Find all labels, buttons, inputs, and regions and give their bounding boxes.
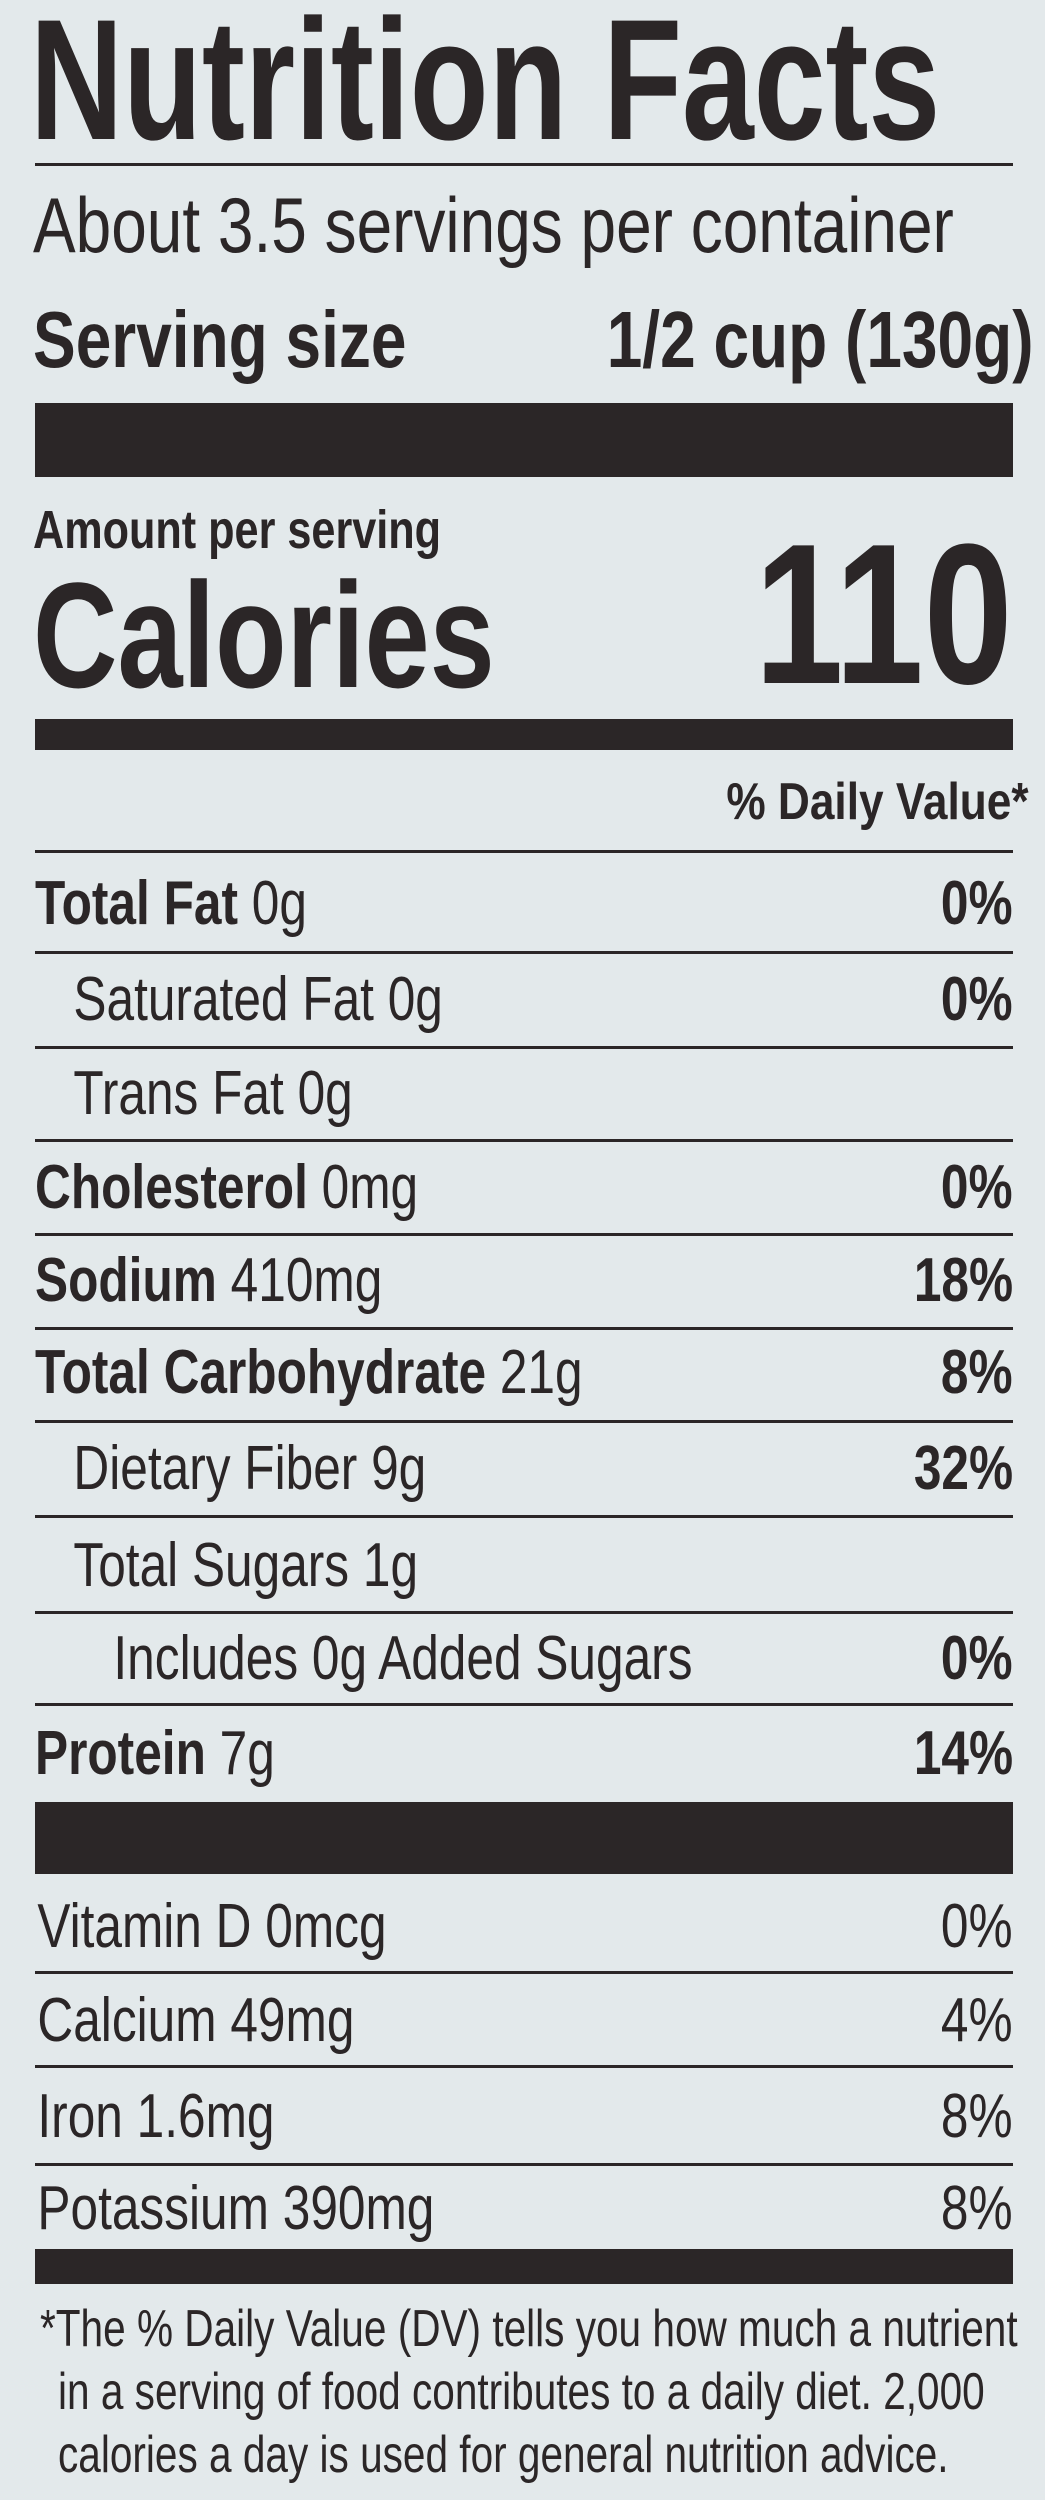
nutrient-daily-value: 0%: [941, 965, 1013, 1034]
nutrient-row: Trans Fat 0g: [35, 1063, 1013, 1125]
nutrient-amount: 0g: [251, 869, 307, 938]
nutrient-label: Total Fat 0g: [35, 873, 307, 935]
nutrient-daily-value: 14%: [913, 1719, 1013, 1788]
serving-size-value: 1/2 cup (130g): [606, 295, 1034, 384]
nutrient-name: Saturated Fat: [73, 965, 374, 1034]
nutrient-daily-value: 0%: [941, 1153, 1013, 1222]
nutrient-amount: 1g: [362, 1531, 419, 1600]
nutrient-amount: 21g: [499, 1338, 583, 1407]
footnote-line: in a serving of food contributes to a da…: [58, 2363, 985, 2421]
row-divider: [35, 1233, 1013, 1236]
nutrient-label: Includes 0g Added Sugars: [35, 1628, 693, 1690]
nutrient-label: Protein 7g: [35, 1723, 275, 1785]
row-divider: [35, 1327, 1013, 1330]
vitamin-row: Vitamin D 0mcg 0%: [35, 1892, 1013, 1961]
vitamin-label: Potassium 390mg: [37, 2174, 435, 2243]
vitamin-row: Calcium 49mg 4%: [35, 1986, 1013, 2055]
nutrient-label: Cholesterol 0mg: [35, 1157, 418, 1219]
nutrient-daily-value: 18%: [913, 1246, 1013, 1315]
row-divider: [35, 1139, 1013, 1142]
vitamin-row: Iron 1.6mg 8%: [35, 2082, 1013, 2151]
nutrient-amount: 9g: [371, 1434, 427, 1503]
vitamin-label: Calcium 49mg: [37, 1986, 355, 2055]
calories-label: Calories: [33, 551, 625, 719]
nutrient-label: Total Sugars 1g: [35, 1535, 418, 1597]
row-divider: [35, 850, 1013, 853]
nutrient-row: Protein 7g 14%: [35, 1719, 1013, 1788]
nutrient-row: Saturated Fat 0g 0%: [35, 965, 1013, 1034]
servings-text: About 3.5 servings per container: [33, 181, 954, 269]
nutrient-name: Dietary Fiber: [73, 1434, 358, 1503]
row-divider: [35, 1046, 1013, 1049]
nutrient-daily-value: 32%: [913, 1434, 1013, 1503]
nutrient-name: Total Carbohydrate: [35, 1338, 487, 1407]
nutrient-label: Sodium 410mg: [35, 1250, 382, 1312]
nutrient-row: Total Carbohydrate 21g 8%: [35, 1338, 1013, 1407]
nutrient-row: Cholesterol 0mg 0%: [35, 1153, 1013, 1222]
footnote-line: calories a day is used for general nutri…: [58, 2426, 949, 2484]
vitamin-label: Vitamin D 0mcg: [37, 1892, 387, 1961]
nutrient-amount: 410mg: [230, 1246, 383, 1315]
calories-label-text: Calories: [33, 551, 495, 719]
nutrient-daily-value: 8%: [941, 1338, 1013, 1407]
title-text: Nutrition Facts: [30, 0, 941, 176]
nutrient-name: Trans Fat: [73, 1059, 284, 1128]
daily-value-header: % Daily Value*: [673, 772, 1029, 832]
thick-bar: [35, 1802, 1013, 1874]
row-divider: [35, 2065, 1013, 2068]
nutrient-name: Sodium: [35, 1246, 217, 1315]
nutrient-row: Dietary Fiber 9g 32%: [35, 1434, 1013, 1503]
nutrient-name: Total Sugars: [73, 1531, 350, 1600]
nutrient-name: Includes 0g Added Sugars: [113, 1624, 693, 1693]
footnote: *The % Daily Value (DV) tells you how mu…: [40, 2298, 1045, 2487]
row-divider: [35, 2163, 1013, 2166]
serving-size: Serving size 1/2 cup (130g): [33, 295, 1033, 385]
row-divider: [35, 1515, 1013, 1518]
serving-size-label: Serving size: [33, 295, 407, 384]
nutrient-row: Includes 0g Added Sugars 0%: [35, 1624, 1013, 1693]
calories-value-text: 110: [754, 503, 1013, 726]
vitamin-daily-value: 8%: [941, 2082, 1013, 2151]
nutrient-row: Total Fat 0g 0%: [35, 869, 1013, 938]
title: Nutrition Facts: [30, 0, 1045, 176]
footnote-line: *The % Daily Value (DV) tells you how mu…: [40, 2300, 1018, 2358]
vitamin-daily-value: 4%: [941, 1986, 1013, 2055]
nutrient-name: Protein: [35, 1719, 206, 1788]
nutrient-name: Total Fat: [35, 869, 238, 938]
row-divider: [35, 1420, 1013, 1423]
thick-bar: [35, 403, 1013, 477]
vitamin-daily-value: 0%: [941, 1892, 1013, 1961]
nutrient-label: Saturated Fat 0g: [35, 969, 442, 1031]
nutrient-label: Dietary Fiber 9g: [35, 1438, 426, 1500]
nutrient-daily-value: 0%: [941, 1624, 1013, 1693]
nutrient-amount: 0mg: [321, 1153, 419, 1222]
nutrient-label: Total Carbohydrate 21g: [35, 1342, 583, 1404]
nutrient-row: Sodium 410mg 18%: [35, 1246, 1013, 1315]
row-divider: [35, 1703, 1013, 1706]
servings-per-container: About 3.5 servings per container: [33, 185, 1045, 265]
calories-value: 110: [690, 503, 1013, 726]
vitamin-label: Iron 1.6mg: [37, 2082, 275, 2151]
row-divider: [35, 951, 1013, 954]
amount-per-serving: Amount per serving: [33, 500, 543, 560]
nutrient-daily-value: 0%: [941, 869, 1013, 938]
nutrient-label: Trans Fat 0g: [35, 1063, 352, 1125]
nutrient-row: Total Sugars 1g: [35, 1535, 1013, 1597]
daily-value-header-text: % Daily Value*: [726, 773, 1029, 831]
row-divider: [35, 1611, 1013, 1614]
vitamin-daily-value: 8%: [941, 2174, 1013, 2243]
nutrient-name: Cholesterol: [35, 1153, 308, 1222]
vitamin-row: Potassium 390mg 8%: [35, 2174, 1013, 2243]
nutrient-amount: 0g: [297, 1059, 353, 1128]
nutrient-amount: 7g: [219, 1719, 275, 1788]
nutrient-amount: 0g: [387, 965, 443, 1034]
medium-bar: [35, 719, 1013, 750]
amount-per-serving-text: Amount per serving: [33, 500, 442, 560]
row-divider: [35, 1971, 1013, 1974]
divider: [35, 163, 1013, 166]
medium-bar: [35, 2249, 1013, 2284]
